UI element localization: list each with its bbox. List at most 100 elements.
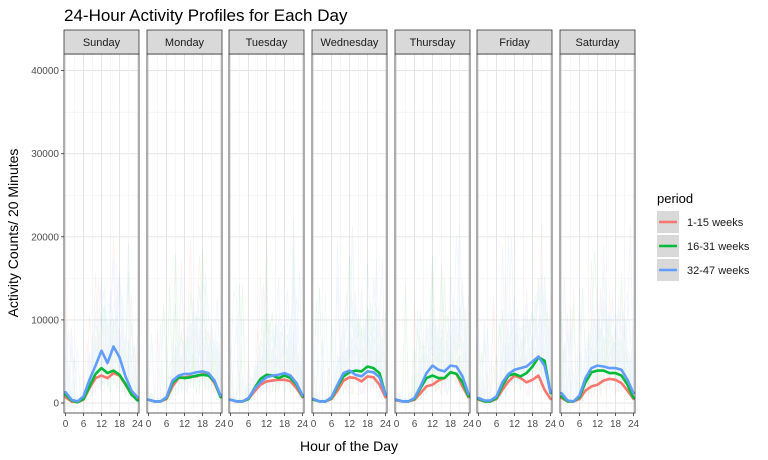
individual-trace <box>313 315 386 403</box>
x-tick-label: 18 <box>610 419 622 430</box>
x-tick-label: 0 <box>559 419 565 430</box>
facet-panel-sunday: Sunday 0 6 12 18 24 <box>63 29 144 430</box>
x-tick-label: 24 <box>297 419 309 430</box>
series-line-32-47-weeks <box>477 355 552 402</box>
x-tick-label: 12 <box>261 419 273 430</box>
x-tick-label: 24 <box>215 419 227 430</box>
legend-title: period <box>657 191 693 206</box>
y-tick-label: 20000 <box>31 232 59 243</box>
series-line-32-47-weeks <box>312 369 387 403</box>
facet-strip <box>394 29 471 55</box>
x-tick-label: 24 <box>463 419 475 430</box>
x-tick-label: 6 <box>164 419 170 430</box>
series-line-32-47-weeks <box>560 364 635 403</box>
individual-trace <box>148 312 221 404</box>
facet-panels: Sunday 0 6 12 18 24 Monday 0 6 12 18 24 Tuesday 0 6 12 1… <box>63 29 640 430</box>
facet-strip-label: Thursday <box>410 37 456 49</box>
x-tick-label: 24 <box>380 419 392 430</box>
x-tick-label: 12 <box>96 419 108 430</box>
facet-strip-label: Sunday <box>83 37 121 49</box>
legend-entry-label: 32-47 weeks <box>687 265 750 277</box>
individual-trace <box>230 271 303 404</box>
y-tick-label: 30000 <box>31 149 59 160</box>
x-tick-label: 6 <box>246 419 252 430</box>
x-tick-label: 0 <box>146 419 152 430</box>
legend-entry-label: 1-15 weeks <box>687 217 744 229</box>
chart-title: 24-Hour Activity Profiles for Each Day <box>64 6 348 25</box>
facet-panel-thursday: Thursday 0 6 12 18 24 <box>394 29 475 430</box>
facet-strip-label: Saturday <box>575 37 620 49</box>
x-tick-label: 6 <box>494 419 500 430</box>
x-tick-label: 18 <box>197 419 209 430</box>
facet-strip <box>146 29 223 55</box>
facet-strip <box>476 29 553 55</box>
facet-strip-label: Wednesday <box>321 37 379 49</box>
facet-panel-saturday: Saturday 0 6 12 18 24 <box>559 29 640 430</box>
x-tick-label: 18 <box>527 419 539 430</box>
facet-strip-label: Friday <box>499 37 530 49</box>
x-tick-label: 24 <box>545 419 557 430</box>
y-axis: 0 10000 20000 30000 40000 <box>31 66 64 410</box>
individual-trace <box>478 234 551 403</box>
individual-trace <box>313 315 386 403</box>
series-line-32-47-weeks <box>147 370 222 403</box>
individual-trace <box>561 301 634 402</box>
facet-strip <box>559 29 636 55</box>
facet-panel-wednesday: Wednesday 0 6 12 18 24 <box>311 29 392 430</box>
facet-strip-label: Monday <box>165 37 205 49</box>
x-tick-label: 24 <box>628 419 640 430</box>
x-tick-label: 6 <box>81 419 87 430</box>
x-tick-label: 0 <box>63 419 69 430</box>
x-tick-label: 6 <box>329 419 335 430</box>
x-tick-label: 18 <box>114 419 126 430</box>
x-tick-label: 0 <box>311 419 317 430</box>
x-tick-label: 18 <box>279 419 291 430</box>
individual-trace <box>478 288 551 402</box>
individual-trace <box>478 295 551 401</box>
legend: period 1-15 weeks 16-31 weeks 32-47 weeks <box>657 191 750 281</box>
x-tick-label: 18 <box>445 419 457 430</box>
x-tick-label: 12 <box>592 419 604 430</box>
x-tick-label: 24 <box>132 419 144 430</box>
x-tick-label: 0 <box>228 419 234 430</box>
individual-trace <box>313 296 386 402</box>
x-tick-label: 18 <box>362 419 374 430</box>
y-tick-label: 0 <box>53 399 59 410</box>
individual-trace <box>561 297 634 402</box>
individual-trace <box>313 264 386 402</box>
individual-trace <box>396 301 469 402</box>
x-tick-label: 12 <box>509 419 521 430</box>
series-line-32-47-weeks <box>395 364 470 403</box>
y-axis-label: Activity Counts/ 20 Minutes <box>5 149 21 318</box>
individual-trace <box>230 247 303 402</box>
individual-trace <box>148 323 221 403</box>
individual-trace <box>230 283 303 402</box>
individual-trace <box>230 220 303 403</box>
individual-trace <box>396 328 469 402</box>
individual-trace <box>148 280 221 403</box>
x-tick-label: 0 <box>476 419 482 430</box>
facet-panel-tuesday: Tuesday 0 6 12 18 24 <box>228 29 309 430</box>
x-tick-label: 6 <box>577 419 583 430</box>
individual-trace <box>478 309 551 403</box>
x-tick-label: 6 <box>412 419 418 430</box>
individual-trace <box>148 239 221 403</box>
x-tick-label: 12 <box>179 419 191 430</box>
x-axis-label: Hour of the Day <box>300 438 398 454</box>
y-tick-label: 40000 <box>31 66 59 77</box>
individual-trace <box>313 243 386 400</box>
individual-trace <box>65 295 138 400</box>
x-tick-label: 12 <box>427 419 439 430</box>
facet-strip <box>311 29 388 55</box>
individual-trace <box>396 312 469 403</box>
individual-trace <box>148 285 221 402</box>
x-tick-label: 0 <box>394 419 400 430</box>
facet-panel-friday: Friday 0 6 12 18 24 <box>476 29 557 430</box>
series-line-32-47-weeks <box>229 371 304 403</box>
legend-entry-label: 16-31 weeks <box>687 241 750 253</box>
facet-strip <box>63 29 140 55</box>
facet-strip-label: Tuesday <box>246 37 288 49</box>
series-line-32-47-weeks <box>64 345 139 403</box>
y-tick-label: 10000 <box>31 315 59 326</box>
